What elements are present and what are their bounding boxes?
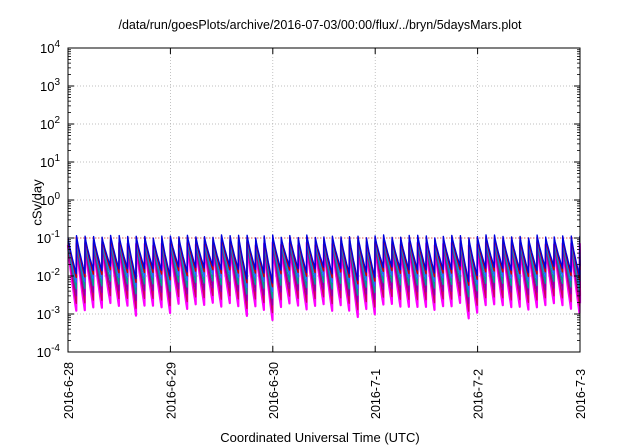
y-tick-label: 10-3 bbox=[37, 305, 61, 322]
y-tick-label: 10-4 bbox=[37, 343, 61, 360]
plot-frame bbox=[67, 47, 581, 353]
x-tick-label: 2016-7-1 bbox=[369, 369, 383, 419]
axes-layer: 10-4 10-3 10-2 10-1 100 101 102 103 104 2016-6-28… bbox=[37, 39, 588, 419]
y-tick-label: 104 bbox=[40, 39, 60, 56]
y-axis-title: cSv/day bbox=[29, 179, 45, 226]
x-tick-label: 2016-7-3 bbox=[574, 369, 588, 419]
y-tick-label: 10-1 bbox=[37, 229, 61, 246]
chart-title: /data/run/goesPlots/archive/2016-07-03/0… bbox=[118, 18, 522, 32]
y-tick-label: 101 bbox=[40, 153, 60, 170]
y-tick-label: 103 bbox=[40, 77, 60, 94]
x-axis-title: Coordinated Universal Time (UTC) bbox=[220, 430, 420, 445]
y-tick-label: 100 bbox=[40, 191, 60, 208]
x-tick-label: 2016-6-28 bbox=[62, 362, 76, 419]
x-tick-label: 2016-6-30 bbox=[267, 362, 281, 419]
x-tick-label: 2016-7-2 bbox=[472, 369, 486, 419]
y-tick-label: 10-2 bbox=[37, 267, 61, 284]
series-line bbox=[67, 234, 581, 284]
series-layer bbox=[66, 234, 582, 322]
x-tick-label: 2016-6-29 bbox=[164, 362, 178, 419]
y-tick-label: 102 bbox=[40, 115, 60, 132]
